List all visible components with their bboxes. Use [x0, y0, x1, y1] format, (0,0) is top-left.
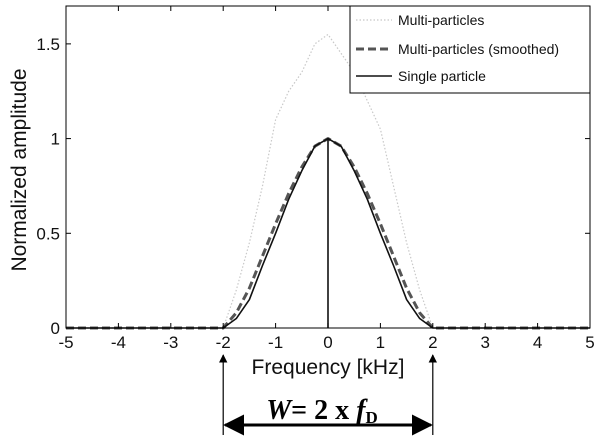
- legend: Multi-particles Multi-particles (smoothe…: [349, 5, 591, 94]
- bandwidth-annotation: W= 2 x fD: [218, 354, 437, 436]
- x-tick-label: -4: [111, 333, 126, 352]
- ticks-layer: -5 -4 -3 -2 -1 0 1 2 3 4 5 0 0.5 1 1.5: [36, 6, 595, 352]
- x-tick-label: 2: [428, 333, 437, 352]
- formula-rhs: = 2 x: [291, 395, 356, 426]
- y-tick-label: 1.5: [36, 35, 60, 54]
- x-tick-label: -3: [163, 333, 178, 352]
- y-tick-label: 0: [51, 319, 60, 338]
- x-tick-label: -2: [216, 333, 231, 352]
- formula-symbol: f: [356, 395, 368, 426]
- x-tick-label: 1: [376, 333, 385, 352]
- legend-box: [349, 5, 591, 94]
- formula-subscript: D: [365, 408, 377, 427]
- series-multi-particles: [66, 33, 590, 329]
- annotation-formula: W= 2 x fD: [266, 395, 377, 427]
- x-tick-label: 4: [533, 333, 542, 352]
- legend-label-multi-particles: Multi-particles: [398, 12, 484, 28]
- legend-label-smoothed: Multi-particles (smoothed): [398, 41, 559, 57]
- legend-label-single-particle: Single particle: [398, 68, 486, 84]
- x-axis-label: Frequency [kHz]: [252, 356, 405, 379]
- x-tick-label: 3: [480, 333, 489, 352]
- formula-lhs: W: [266, 395, 293, 426]
- y-tick-label: 1: [51, 130, 60, 149]
- x-tick-label: 5: [585, 333, 594, 352]
- x-tick-label: -5: [58, 333, 73, 352]
- x-tick-label: 0: [323, 333, 332, 352]
- y-tick-label: 0.5: [36, 224, 60, 243]
- x-tick-label: -1: [268, 333, 283, 352]
- y-axis-label: Normalized amplitude: [8, 68, 31, 271]
- series-layer: [66, 33, 590, 330]
